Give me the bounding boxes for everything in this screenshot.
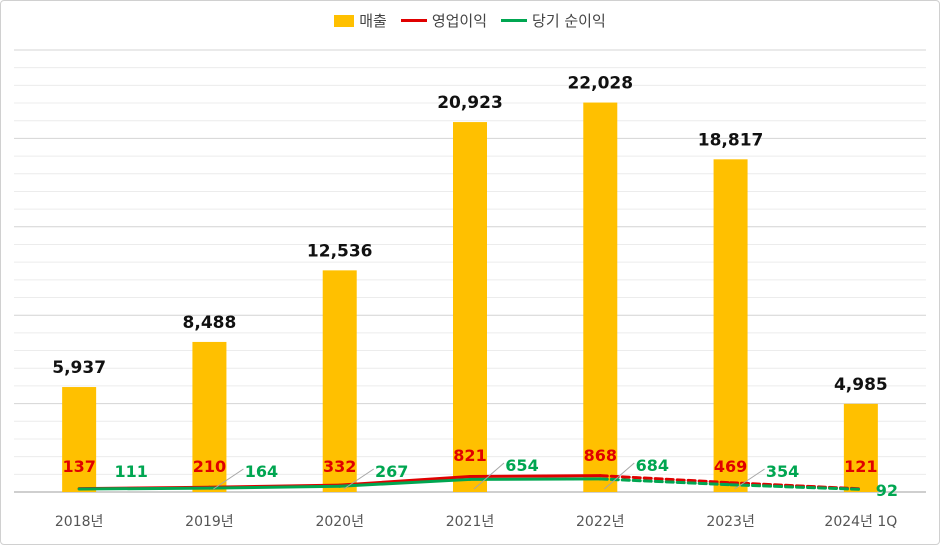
legend-item-operating-profit: 영업이익 [400,10,488,31]
data-label-leader-line [603,462,635,490]
legend-swatch-operating-profit [400,19,427,22]
legend-item-net-profit: 당기 순이익 [501,10,606,31]
operating-profit-data-label: 210 [193,457,226,476]
net-profit-data-label: 111 [114,462,147,481]
sales-data-label: 4,985 [834,375,888,395]
net-profit-line-segment [207,484,342,490]
sales-data-label: 12,536 [307,241,373,261]
net-profit-data-label: 354 [766,462,799,481]
data-label-leader-line [213,468,244,490]
x-tick-label: 2022년 [576,514,625,530]
sales-bar [583,102,618,493]
x-tick-label: 2018년 [55,514,104,530]
data-label-leader-line [734,468,765,490]
legend-label-net-profit: 당기 순이익 [532,12,606,30]
operating-profit-line-segment [468,474,602,478]
operating-profit-data-label: 821 [453,446,486,465]
sales-bar [453,122,487,492]
data-label-leader-line [343,468,374,490]
legend-swatch-sales [334,14,355,27]
sales-bar [192,341,227,492]
net-profit-data-label: 164 [245,462,278,481]
net-profit-line-segment [338,477,472,488]
net-profit-line-segment [729,483,863,491]
net-profit-line-segment [77,486,211,491]
sales-data-label: 22,028 [567,74,633,94]
x-tick-label: 2019년 [185,514,234,530]
net-profit-data-label: 684 [636,456,669,475]
operating-profit-data-label: 868 [584,446,617,465]
sales-bar [843,403,878,492]
chart-legend: 매출 영업이익 당기 순이익 [0,10,940,31]
sales-data-label: 18,817 [698,130,764,150]
sales-data-label: 20,923 [437,93,503,113]
legend-label-sales: 매출 [359,12,387,30]
data-label-leader-line [473,462,505,490]
x-tick-label: 2024년 1Q [824,514,897,530]
net-profit-data-label: 92 [876,481,898,500]
sales-bar [62,387,97,492]
net-profit-data-label: 654 [505,456,538,475]
x-tick-label: 2021년 [446,514,495,530]
net-profit-line-segment [598,477,733,487]
operating-profit-data-label: 137 [62,457,95,476]
sales-data-label: 8,488 [183,313,237,333]
operating-profit-line-segment [598,474,733,485]
sales-bar [713,159,748,493]
legend-item-sales: 매출 [334,10,387,31]
sales-data-label: 5,937 [52,358,106,378]
operating-profit-data-label: 469 [714,457,747,476]
operating-profit-line-segment [729,481,863,491]
x-tick-label: 2020년 [315,514,364,530]
legend-label-operating-profit: 영업이익 [431,12,488,30]
legend-swatch-net-profit [501,19,528,22]
operating-profit-data-label: 121 [844,457,877,476]
x-tick-label: 2023년 [706,514,755,530]
net-profit-data-label: 267 [375,462,408,481]
net-profit-line-segment [468,477,602,481]
operating-profit-data-label: 332 [323,457,356,476]
sales-bar [322,270,357,492]
